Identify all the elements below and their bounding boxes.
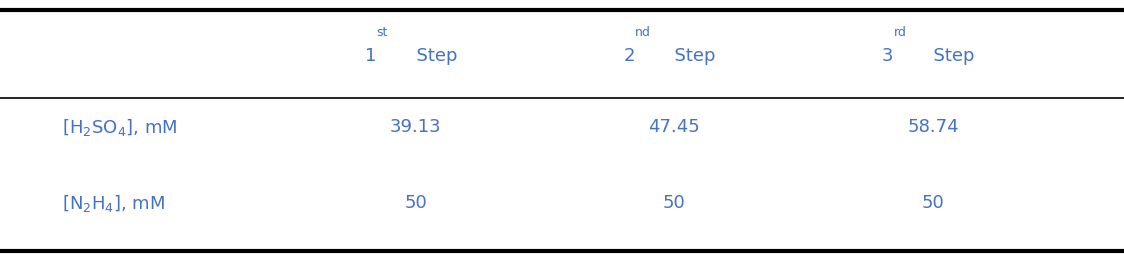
Text: 39.13: 39.13 bbox=[390, 118, 442, 136]
Text: st: st bbox=[377, 26, 388, 39]
Text: 58.74: 58.74 bbox=[907, 118, 959, 136]
Text: Step: Step bbox=[922, 47, 975, 65]
Text: 50: 50 bbox=[663, 194, 686, 212]
Text: 47.45: 47.45 bbox=[649, 118, 700, 136]
Text: nd: nd bbox=[635, 26, 651, 39]
Text: 2: 2 bbox=[624, 47, 635, 65]
Text: Step: Step bbox=[405, 47, 457, 65]
Text: 50: 50 bbox=[922, 194, 944, 212]
Text: $[\mathrm{N_2H_4}]$, mM: $[\mathrm{N_2H_4}]$, mM bbox=[62, 193, 165, 214]
Text: 1: 1 bbox=[365, 47, 377, 65]
Text: Step: Step bbox=[663, 47, 716, 65]
Text: rd: rd bbox=[894, 26, 906, 39]
Text: 3: 3 bbox=[882, 47, 894, 65]
Text: $[\mathrm{H_2SO_4}]$, mM: $[\mathrm{H_2SO_4}]$, mM bbox=[62, 117, 178, 137]
Text: 50: 50 bbox=[405, 194, 427, 212]
